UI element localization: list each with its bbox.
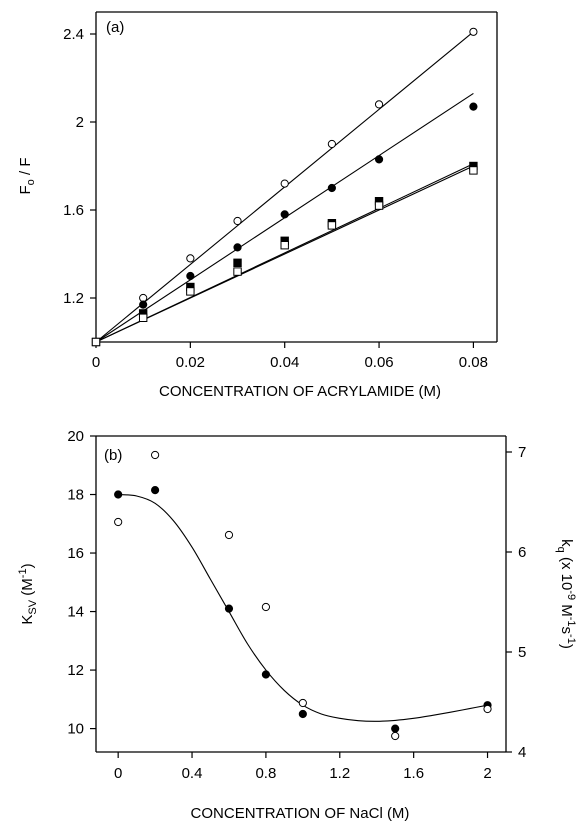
panel-a: (a) 0 0.02 0.04 0.06 0.08 1.2 1.6 2 2.4 CONCENTR… xyxy=(17,11,498,400)
panel-a-ticks: 0 0.02 0.04 0.06 0.08 1.2 1.6 2 2.4 xyxy=(63,26,488,371)
panel-b-point-filled-circle xyxy=(391,724,400,733)
panel-b-point-open-circle xyxy=(391,731,400,741)
panel-a-point-filled-circle xyxy=(327,183,336,193)
panel-a-point-open-square xyxy=(374,201,384,210)
panel-a-point-open-circle xyxy=(233,216,242,226)
panel-a-point-filled-circle xyxy=(374,155,384,164)
panel-b-point-filled-circle xyxy=(114,490,123,499)
panel-b: (b) 0 0.4 0.8 1.2 1.6 2 10 12 14 16 18 20 4 5 6 7 CONCE… xyxy=(17,428,577,822)
panel-a-point-open-square xyxy=(91,337,101,347)
panel-b-point-open-circle xyxy=(298,698,307,708)
panel-a-point-open-circle xyxy=(469,27,478,36)
panel-b-point-open-circle xyxy=(224,530,234,540)
panel-a-point-filled-square xyxy=(233,258,242,268)
panel-b-left-tick-label: 20 xyxy=(67,428,84,445)
panel-b-fit-curve-group xyxy=(118,493,488,722)
panel-b-point-open-circle xyxy=(114,517,123,527)
panel-a-point-open-square xyxy=(138,313,148,323)
panel-a-point-open-circle xyxy=(374,100,384,109)
panel-a-y-axis-label: Fo / F xyxy=(17,158,37,195)
panel-a-point-open-square xyxy=(469,166,478,175)
panel-b-point-filled-circle xyxy=(224,604,234,613)
panel-a-y-tick-label: 1.6 xyxy=(63,202,84,219)
panel-a-x-tick-label: 0.06 xyxy=(364,354,393,371)
panel-a-point-filled-circle xyxy=(280,210,289,219)
panel-b-left-tick-label: 12 xyxy=(67,662,84,679)
panel-a-y-tick-label: 2 xyxy=(76,114,84,131)
panel-a-point-open-circle xyxy=(327,139,336,149)
panel-a-point-filled-circle xyxy=(233,243,242,252)
panel-a-point-open-square xyxy=(327,221,337,230)
panel-b-right-tick-label: 4 xyxy=(518,744,526,761)
panel-b-right-tick-label: 5 xyxy=(518,644,526,661)
panel-b-x-tick-label: 0.4 xyxy=(182,765,203,782)
panel-a-y-tick-label: 1.2 xyxy=(63,290,84,307)
panel-b-left-tick-label: 10 xyxy=(67,721,84,738)
panel-a-x-tick-label: 0.04 xyxy=(270,354,299,371)
panel-b-point-filled-circle xyxy=(150,486,160,495)
panel-b-x-tick-label: 0.8 xyxy=(255,765,276,782)
panel-b-left-tick-label: 14 xyxy=(67,604,84,621)
panel-b-left-tick-label: 16 xyxy=(67,545,84,562)
panel-b-point-filled-circle xyxy=(298,709,307,719)
panel-b-x-tick-label: 2 xyxy=(483,765,491,782)
panel-b-point-filled-circle xyxy=(261,670,271,679)
panel-b-x-tick-label: 1.2 xyxy=(329,765,350,782)
panel-a-fit-line-4 xyxy=(95,165,474,343)
panel-a-point-open-circle xyxy=(280,179,289,188)
panel-b-label: (b) xyxy=(104,447,122,464)
panel-a-x-tick-label: 0 xyxy=(92,354,100,371)
panel-a-points xyxy=(91,27,478,347)
panel-b-point-open-circle xyxy=(261,602,271,612)
panel-a-point-open-square xyxy=(280,241,289,250)
panel-a-point-filled-circle xyxy=(139,300,148,309)
panel-b-points xyxy=(114,450,492,741)
panel-a-x-tick-label: 0.02 xyxy=(176,354,205,371)
panel-b-x-tick-label: 0 xyxy=(114,765,122,782)
panel-a-point-filled-circle xyxy=(186,271,195,281)
panel-b-x-tick-label: 1.6 xyxy=(403,765,424,782)
panel-b-right-axis-label: kq (x 10-9 M-1s-1) xyxy=(555,539,577,649)
panel-a-x-axis-label: CONCENTRATION OF ACRYLAMIDE (M) xyxy=(159,383,441,400)
panel-b-left-tick-label: 18 xyxy=(67,487,84,504)
panel-b-ticks: 0 0.4 0.8 1.2 1.6 2 10 12 14 16 18 20 4 5 6 7 xyxy=(67,428,526,782)
panel-a-y-tick-label: 2.4 xyxy=(63,26,84,43)
panel-a-x-tick-label: 0.08 xyxy=(459,354,488,371)
panel-b-fit-curve xyxy=(118,493,488,722)
panel-a-point-filled-circle xyxy=(469,102,478,111)
panel-b-left-axis-label: KSV (M-1) xyxy=(17,563,39,624)
panel-b-x-axis-label: CONCENTRATION OF NaCl (M) xyxy=(191,805,410,822)
panel-a-point-open-circle xyxy=(186,254,195,263)
panel-b-point-open-circle xyxy=(150,450,160,460)
panel-a-label: (a) xyxy=(106,19,124,36)
panel-a-point-open-square xyxy=(186,287,195,296)
panel-b-point-open-circle xyxy=(483,704,492,714)
panel-a-point-open-square xyxy=(233,267,242,276)
panel-b-right-tick-label: 7 xyxy=(518,444,526,461)
panel-b-right-tick-label: 6 xyxy=(518,544,526,561)
